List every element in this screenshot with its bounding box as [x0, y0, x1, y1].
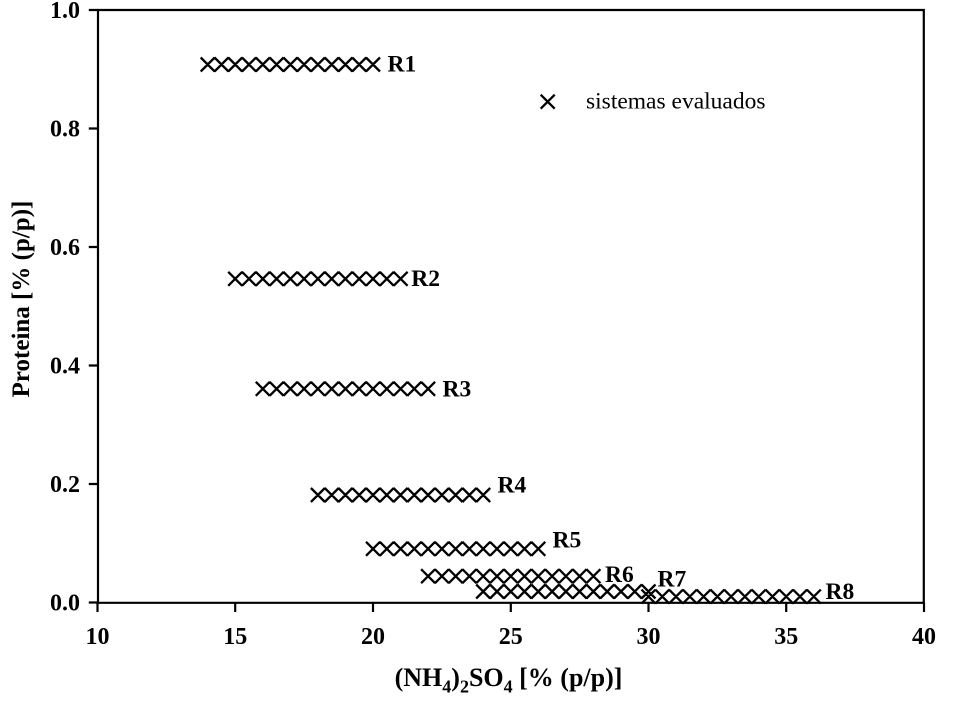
svg-text:R5: R5: [553, 528, 582, 554]
svg-text:0.2: 0.2: [50, 472, 80, 498]
svg-text:10: 10: [86, 624, 110, 650]
svg-text:20: 20: [361, 624, 385, 650]
svg-text:40: 40: [912, 624, 936, 650]
svg-text:R3: R3: [443, 377, 472, 403]
svg-text:25: 25: [499, 624, 523, 650]
svg-text:30: 30: [637, 624, 661, 650]
svg-text:1.0: 1.0: [50, 0, 80, 24]
svg-text:35: 35: [774, 624, 798, 650]
svg-text:0.6: 0.6: [50, 235, 80, 261]
svg-text:R4: R4: [498, 473, 527, 499]
svg-text:R6: R6: [605, 562, 634, 588]
svg-text:R2: R2: [411, 266, 440, 292]
svg-text:15: 15: [223, 624, 247, 650]
svg-text:0.0: 0.0: [50, 590, 80, 616]
svg-text:0.8: 0.8: [50, 116, 80, 142]
svg-text:0.4: 0.4: [50, 353, 80, 379]
svg-text:R8: R8: [826, 579, 855, 605]
svg-text:R7: R7: [658, 567, 687, 593]
svg-text:R1: R1: [388, 52, 417, 78]
svg-text:Proteina [% (p/p)]: Proteina [% (p/p)]: [8, 201, 35, 398]
svg-text:sistemas evaluados: sistemas evaluados: [586, 89, 765, 115]
